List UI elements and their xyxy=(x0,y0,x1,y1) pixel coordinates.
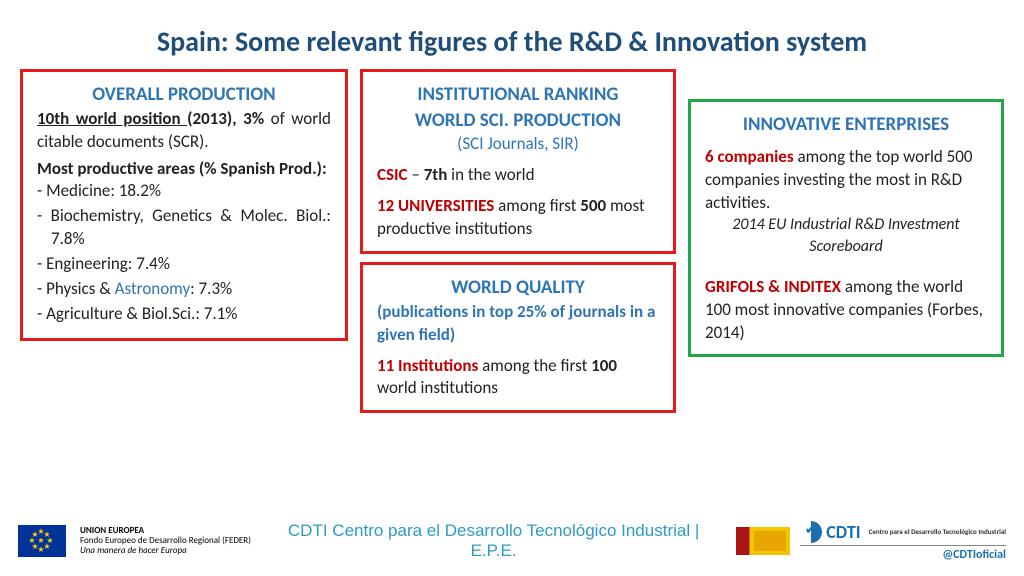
spanish-gov-logo-icon xyxy=(736,527,790,555)
t: among the first xyxy=(478,355,591,376)
footer-center-text: CDTI Centro para el Desarrollo Tecnológi… xyxy=(265,521,722,561)
box2-p1: CSIC – 7th in the world xyxy=(377,164,659,187)
col-middle: INSTITUTIONAL RANKING WORLD SCI. PRODUCT… xyxy=(360,69,676,413)
cdti-name: CDTI xyxy=(826,521,860,543)
box4-source: 2014 EU Industrial R&D Investment Scoreb… xyxy=(705,214,987,257)
box3-p1: 11 Institutions among the first 100 worl… xyxy=(377,355,659,401)
box3-h2: (publications in top 25% of journals in … xyxy=(377,301,659,347)
box4-p2: GRIFOLS & INDITEX among the world 100 mo… xyxy=(705,276,987,345)
box4-h1: INNOVATIVE ENTERPRISES xyxy=(705,112,987,138)
cdti-check-icon xyxy=(800,521,822,543)
box1-list: Medicine: 18.2% Biochemistry, Genetics &… xyxy=(37,180,331,326)
box1-heading: OVERALL PRODUCTION xyxy=(37,82,331,108)
t: 100 xyxy=(591,355,617,376)
cdti-block: CDTI Centro para el Desarrollo Tecnológi… xyxy=(800,521,1006,562)
footer-right: CDTI Centro para el Desarrollo Tecnológi… xyxy=(736,521,1006,562)
box1-lead-rank: 10th world position xyxy=(37,108,187,129)
content-area: OVERALL PRODUCTION 10th world position (… xyxy=(0,69,1024,413)
box2-p2: 12 UNIVERSITIES among first 500 most pro… xyxy=(377,195,659,241)
t: 6 companies xyxy=(705,146,794,167)
box-institutional-ranking: INSTITUTIONAL RANKING WORLD SCI. PRODUCT… xyxy=(360,69,676,254)
t: world institutions xyxy=(377,377,498,398)
eu-text: UNION EUROPEA Fondo Europeo de Desarroll… xyxy=(80,526,251,556)
t: 12 UNIVERSITIES xyxy=(377,195,494,216)
t: – xyxy=(408,164,424,185)
list-item: Physics & Astronomy: 7.3% xyxy=(51,278,331,301)
box2-h2: WORLD SCI. PRODUCTION xyxy=(377,108,659,134)
col-innovative: INNOVATIVE ENTERPRISES 6 companies among… xyxy=(688,99,1004,357)
cdti-logo: CDTI Centro para el Desarrollo Tecnológi… xyxy=(800,521,1006,543)
col-overall-production: OVERALL PRODUCTION 10th world position (… xyxy=(20,69,348,341)
twitter-handle: @CDTIoficial xyxy=(800,545,1006,562)
box3-h1: WORLD QUALITY xyxy=(377,275,659,301)
box1-lead: 10th world position (2013), 3% of world … xyxy=(37,108,331,154)
eu-flag-icon xyxy=(18,525,66,557)
list-item: Engineering: 7.4% xyxy=(51,253,331,276)
t: 500 xyxy=(580,195,606,216)
box-innovative-enterprises: INNOVATIVE ENTERPRISES 6 companies among… xyxy=(688,99,1004,357)
footer: UNION EUROPEA Fondo Europeo de Desarroll… xyxy=(0,512,1024,570)
list-item: Biochemistry, Genetics & Molec. Biol.: 7… xyxy=(51,205,331,251)
slide-title: Spain: Some relevant figures of the R&D … xyxy=(0,0,1024,69)
box2-h1: INSTITUTIONAL RANKING xyxy=(377,82,659,108)
t: GRIFOLS & INDITEX xyxy=(705,276,841,297)
box2-csic: CSIC xyxy=(377,164,408,185)
eu-line3: Una manera de hacer Europa xyxy=(80,546,251,556)
cdti-subtitle: Centro para el Desarrollo Tecnológico In… xyxy=(869,528,1006,535)
box1-subhead: Most productive areas (% Spanish Prod.): xyxy=(37,158,331,181)
t: 11 Institutions xyxy=(377,355,478,376)
box-overall-production: OVERALL PRODUCTION 10th world position (… xyxy=(20,69,348,341)
box-world-quality: WORLD QUALITY (publications in top 25% o… xyxy=(360,262,676,413)
t: in the world xyxy=(447,164,534,185)
t: 7th xyxy=(424,164,448,185)
list-item: Medicine: 18.2% xyxy=(51,180,331,203)
box2-h3: (SCI Journals, SIR) xyxy=(377,133,659,156)
t: among first xyxy=(494,195,580,216)
box4-p1: 6 companies among the top world 500 comp… xyxy=(705,146,987,215)
list-item: Agriculture & Biol.Sci.: 7.1% xyxy=(51,303,331,326)
box1-lead-pct: (2013), 3% xyxy=(187,108,264,129)
